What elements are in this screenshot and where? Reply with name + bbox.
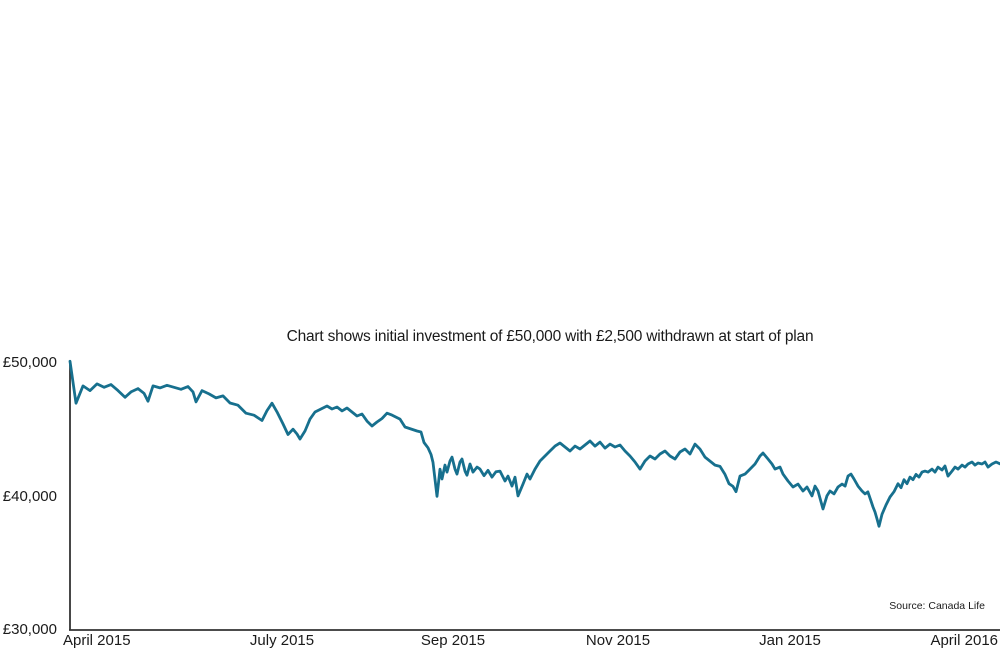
x-axis-tick-label-jan-2015: Jan 2015 [759,632,821,649]
y-axis-tick-label-40000: £40,000 [2,488,57,505]
y-axis-tick-label-30000: £30,000 [2,621,57,638]
chart-title: Chart shows initial investment of £50,00… [286,328,814,345]
x-axis-tick-label-july-2015: July 2015 [249,632,315,649]
y-axis-tick-label-50000: £50,000 [2,354,57,371]
investment-value-line [68,359,1000,528]
x-axis-tick-label-nov-2015: Nov 2015 [585,632,651,649]
source-attribution-label: Source: Canada Life [889,600,985,612]
x-axis-tick-label-sep-2015: Sep 2015 [420,632,486,649]
x-axis-tick-label-april-2015: April 2015 [63,632,131,649]
x-axis-tick-label-april-2016: April 2016 [930,632,998,649]
